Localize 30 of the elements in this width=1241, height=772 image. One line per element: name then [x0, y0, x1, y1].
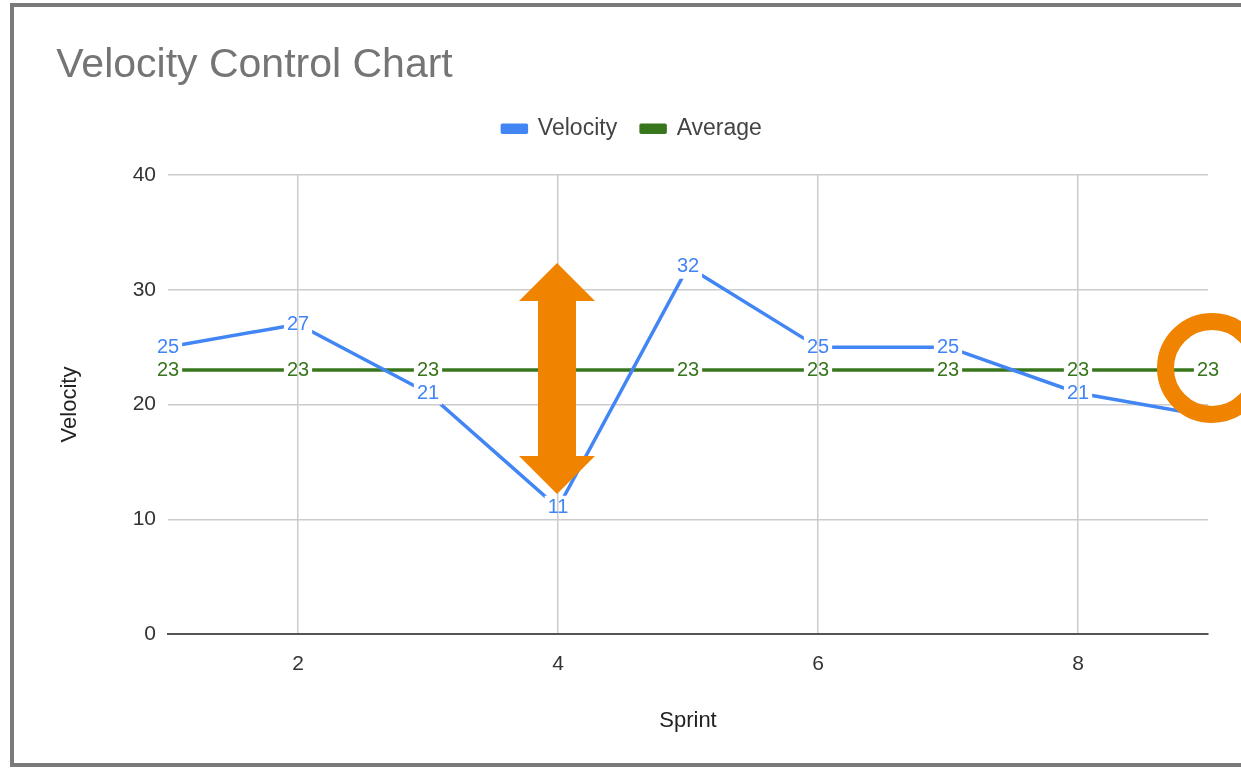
data-label: 23: [1196, 357, 1220, 380]
x-tick-label: 4: [552, 651, 565, 675]
y-axis-title: Velocity: [55, 366, 81, 443]
data-label: 23: [286, 357, 310, 380]
data-label: 25: [156, 334, 180, 357]
x-tick-label: 6: [812, 651, 824, 675]
data-label: 32: [676, 254, 700, 277]
data-label: 23: [676, 357, 700, 380]
y-tick-label: 0: [144, 620, 156, 644]
y-tick-label: 30: [132, 276, 156, 300]
legend-label: Average: [676, 114, 762, 141]
x-tick-label: 8: [1072, 651, 1084, 675]
data-label: 23: [936, 357, 960, 380]
chart-title: Velocity Control Chart: [56, 39, 454, 86]
data-label: 25: [806, 334, 830, 357]
data-label: 21: [1066, 380, 1090, 403]
x-axis-title: Sprint: [659, 707, 717, 733]
x-tick-label: 2: [292, 651, 304, 675]
y-tick-label: 20: [132, 391, 156, 415]
data-label: 23: [806, 357, 830, 380]
y-tick-label: 40: [132, 161, 156, 185]
data-label: 23: [1066, 357, 1090, 380]
data-label: 21: [416, 380, 440, 403]
y-tick-label: 10: [132, 506, 156, 530]
data-label: 27: [286, 311, 310, 334]
data-label: 23: [156, 357, 180, 380]
data-label: 23: [416, 357, 440, 380]
legend-label: Velocity: [537, 114, 618, 141]
data-label: 11: [547, 495, 569, 518]
data-label: 25: [936, 334, 960, 357]
